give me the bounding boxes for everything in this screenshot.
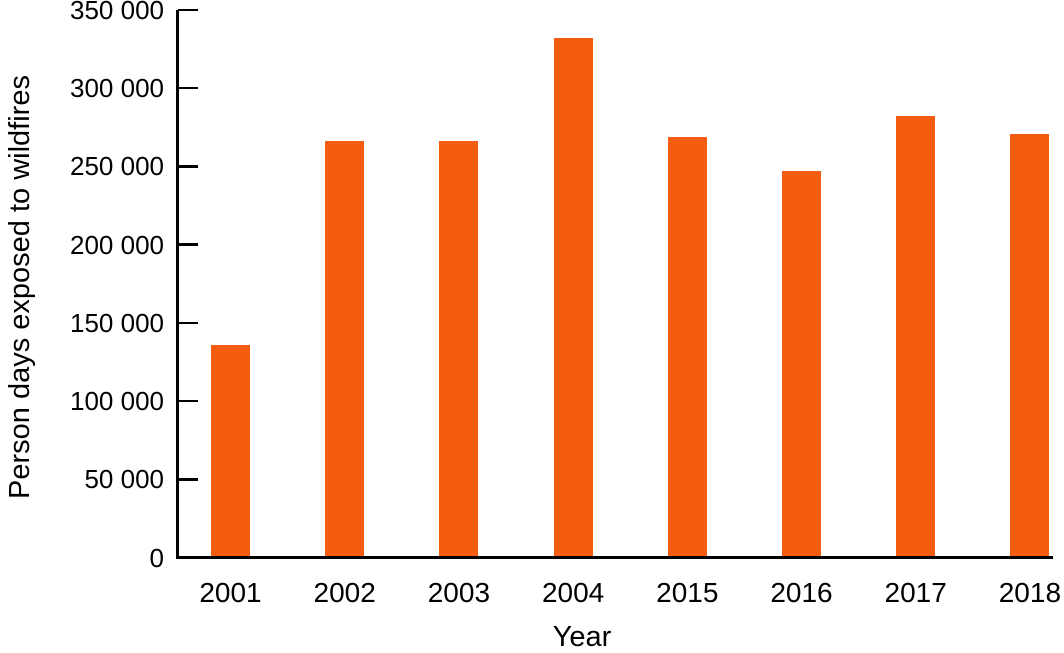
bar-2017: [896, 116, 936, 556]
y-axis-tick: [178, 321, 198, 325]
y-axis-tick-label: 300 000: [70, 73, 164, 104]
x-axis-tick-label-2004: 2004: [541, 577, 605, 608]
y-axis-tick: [178, 399, 198, 403]
bar-2018: [1010, 133, 1050, 556]
y-axis-tick-label: 200 000: [70, 229, 164, 260]
bar-2001: [211, 344, 250, 556]
x-axis-tick-label-2015: 2015: [656, 577, 719, 608]
x-axis-tick-label-2003: 2003: [427, 577, 491, 608]
bar-2016: [782, 171, 821, 556]
x-axis-tick-label-2002: 2002: [313, 577, 376, 608]
x-axis-tick-label-2001: 2001: [199, 577, 262, 608]
y-axis-tick: [178, 8, 198, 12]
x-axis-tick-label-2018: 2018: [998, 577, 1062, 608]
bar-2002: [325, 141, 365, 556]
y-axis-tick-label: 250 000: [70, 151, 164, 182]
x-axis-line: [176, 556, 1053, 559]
y-axis-tick-label: 100 000: [70, 386, 164, 417]
y-axis-tick: [178, 478, 198, 481]
y-axis-line: [176, 10, 179, 559]
x-axis-tick-label-2016: 2016: [770, 577, 833, 608]
y-axis-tick-label: 350 000: [70, 0, 164, 25]
bar-2003: [439, 141, 479, 556]
y-axis-tick-label: 150 000: [70, 307, 164, 338]
x-axis-title: Year: [552, 621, 612, 653]
x-axis-tick-label-2017: 2017: [884, 577, 947, 608]
y-axis-tick: [178, 165, 198, 168]
y-axis-tick: [178, 243, 198, 246]
bar-2004: [553, 38, 593, 556]
bar-2015: [667, 136, 707, 556]
y-axis-tick-label: 50 000: [84, 464, 164, 495]
y-axis-tick: [178, 86, 198, 90]
y-axis-tick-label: 0: [149, 542, 164, 573]
